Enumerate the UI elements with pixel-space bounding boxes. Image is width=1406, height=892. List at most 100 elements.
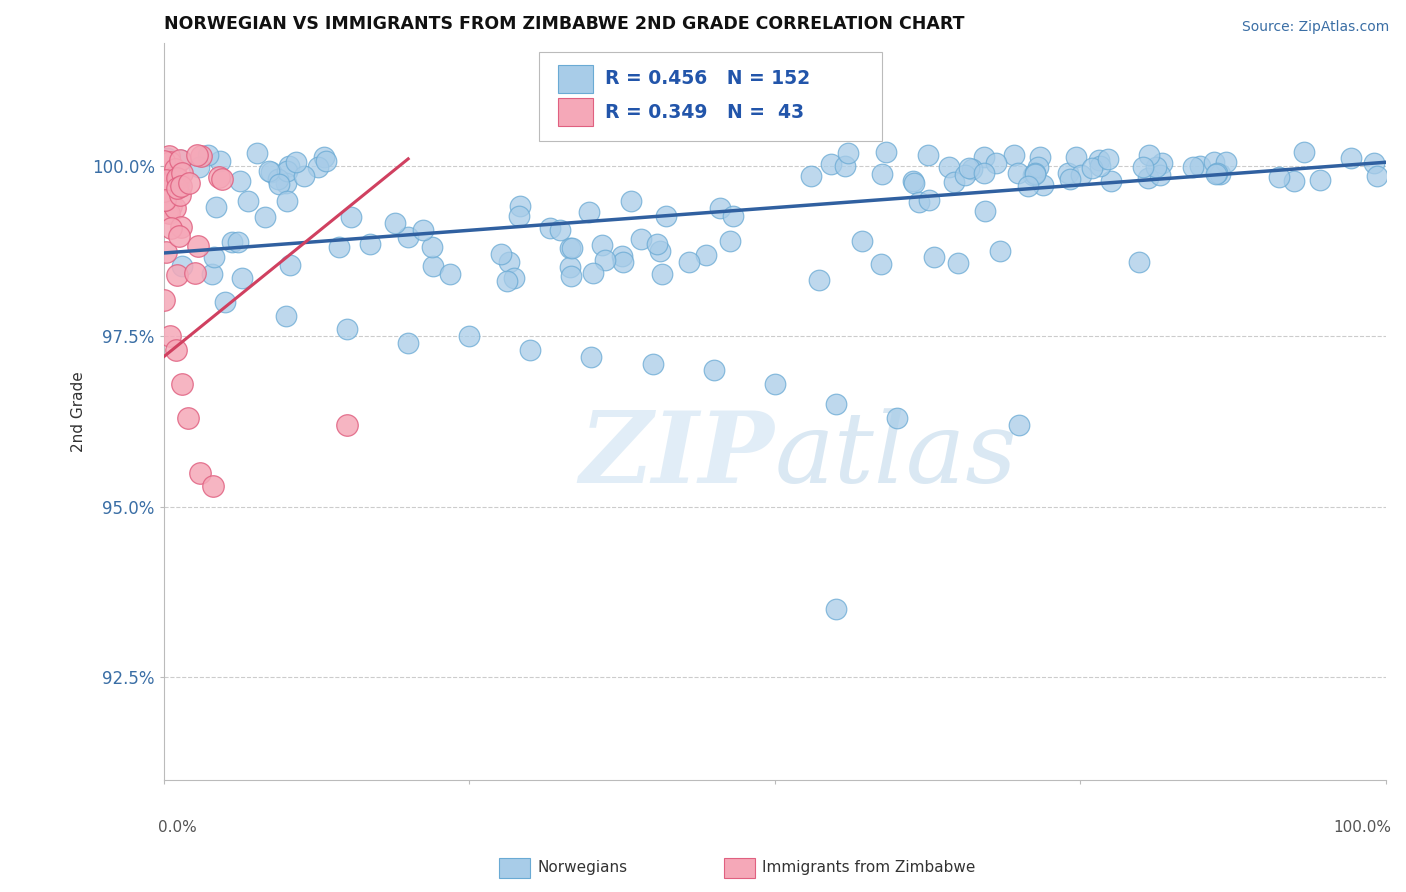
Point (188, 160, 211, 174)
Point (238, 194, 260, 209)
Point (903, 176, 925, 190)
Point (907, 195, 929, 210)
Point (1182, 160, 1205, 174)
Point (1292, 145, 1315, 160)
Point (170, 259, 193, 273)
Y-axis label: 2nd Grade: 2nd Grade (72, 371, 86, 451)
Point (177, 176, 200, 190)
Point (274, 309, 297, 323)
Point (1149, 168, 1171, 182)
Point (1136, 170, 1159, 185)
Point (1128, 255, 1150, 269)
Point (278, 258, 301, 272)
Point (396, 336, 419, 351)
Point (1144, 161, 1167, 175)
Point (1205, 168, 1227, 182)
Point (1026, 161, 1049, 175)
Point (277, 159, 299, 173)
Point (1340, 151, 1362, 165)
Point (917, 148, 939, 162)
Point (1206, 165, 1229, 179)
Point (166, 268, 188, 282)
Point (1132, 160, 1154, 174)
Point (172, 376, 194, 391)
Point (260, 164, 283, 178)
Point (169, 153, 191, 167)
Point (641, 357, 664, 371)
Point (591, 238, 613, 252)
Point (973, 166, 995, 180)
Point (276, 163, 298, 178)
Point (1032, 178, 1054, 192)
Point (420, 240, 443, 254)
Point (153, 293, 176, 307)
Point (612, 249, 634, 263)
Text: NORWEGIAN VS IMMIGRANTS FROM ZIMBABWE 2ND GRADE CORRELATION CHART: NORWEGIAN VS IMMIGRANTS FROM ZIMBABWE 2N… (165, 15, 965, 33)
Point (1362, 155, 1385, 169)
Point (257, 163, 280, 178)
Point (946, 255, 969, 269)
Point (197, 147, 219, 161)
Point (703, 363, 725, 377)
Text: ZIP: ZIP (579, 408, 775, 504)
Point (314, 150, 336, 164)
Point (1024, 167, 1046, 181)
Point (1024, 166, 1046, 180)
Point (875, 145, 897, 160)
Point (187, 239, 209, 253)
Point (869, 257, 891, 271)
Point (503, 270, 526, 285)
Point (918, 194, 941, 208)
Point (550, 223, 572, 237)
Point (201, 479, 224, 493)
Point (1101, 174, 1123, 188)
Point (1081, 161, 1104, 176)
Point (167, 228, 190, 243)
Point (870, 167, 893, 181)
Point (1008, 417, 1031, 432)
Point (938, 160, 960, 174)
Point (167, 176, 190, 190)
Text: R = 0.349   N =  43: R = 0.349 N = 43 (605, 103, 804, 121)
Point (974, 203, 997, 218)
Point (1152, 155, 1174, 169)
Point (720, 234, 742, 248)
Point (292, 169, 315, 183)
Point (422, 260, 444, 274)
Point (1022, 168, 1045, 182)
Text: 0.0%: 0.0% (157, 820, 197, 835)
Point (695, 248, 717, 262)
Point (336, 417, 359, 432)
Point (170, 166, 193, 180)
Point (1189, 159, 1212, 173)
Point (204, 200, 226, 214)
Point (851, 234, 873, 248)
FancyBboxPatch shape (538, 52, 882, 141)
Point (651, 267, 673, 281)
Point (336, 322, 359, 336)
Point (648, 244, 671, 258)
Point (254, 210, 277, 224)
Point (1137, 148, 1160, 162)
Point (630, 232, 652, 246)
Point (439, 267, 461, 281)
Point (276, 177, 298, 191)
Point (678, 255, 700, 269)
Point (519, 343, 541, 357)
Point (190, 466, 212, 480)
Point (721, 209, 744, 223)
Point (763, 376, 786, 391)
Point (229, 174, 252, 188)
Point (824, 602, 846, 616)
Point (412, 223, 434, 237)
Point (943, 175, 966, 189)
Point (489, 246, 512, 260)
Point (1309, 173, 1331, 187)
Text: Source: ZipAtlas.com: Source: ZipAtlas.com (1241, 20, 1389, 34)
Point (1002, 147, 1025, 161)
Point (960, 161, 983, 176)
Point (157, 149, 180, 163)
Point (582, 266, 605, 280)
Point (159, 155, 181, 169)
Point (458, 329, 481, 343)
